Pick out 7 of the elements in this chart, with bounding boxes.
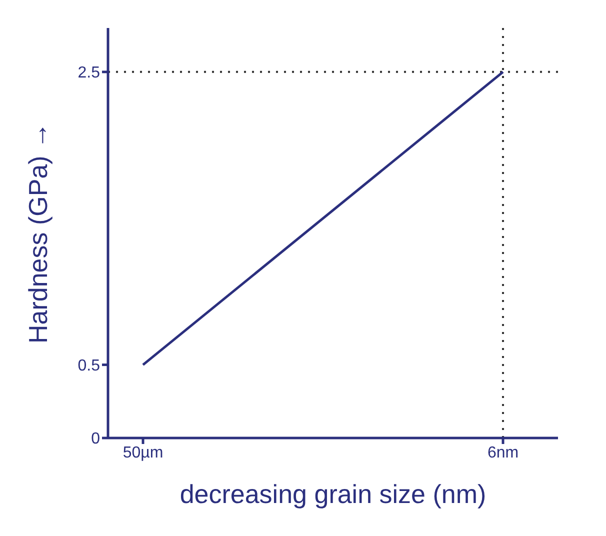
y-tick-label: 0 [91, 430, 100, 448]
y-axis-title: Hardness (GPa) → [23, 122, 54, 344]
x-tick-label: 6nm [487, 444, 519, 462]
y-tick-label: 2.5 [78, 64, 100, 82]
x-axis-title: decreasing grain size (nm) [180, 479, 486, 509]
y-tick-label: 0.5 [78, 357, 100, 374]
x-tick-label: 50µm [122, 444, 164, 462]
